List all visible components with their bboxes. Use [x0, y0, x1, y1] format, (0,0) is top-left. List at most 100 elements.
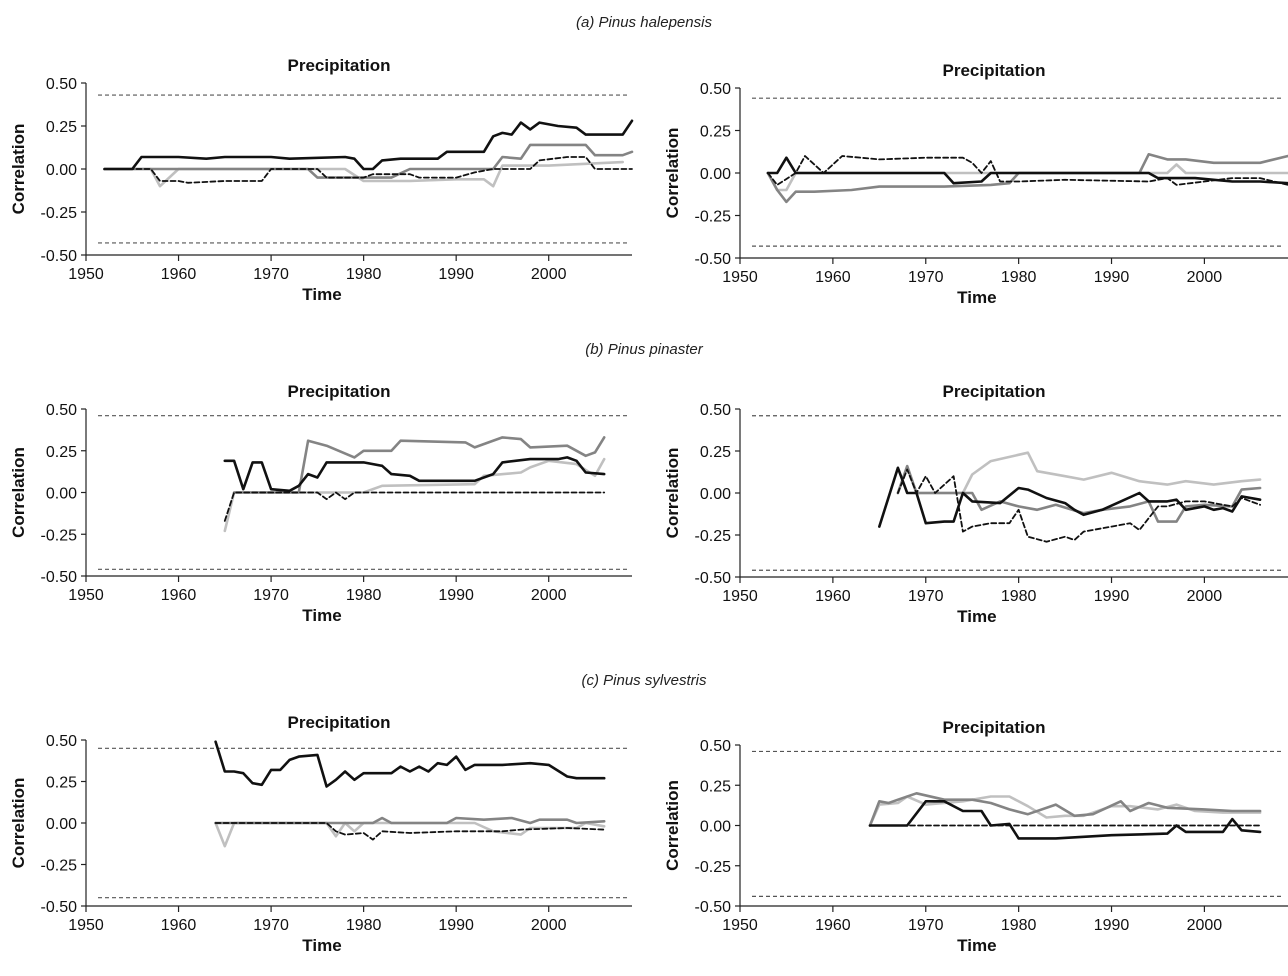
series-line-dark-gray	[214, 816, 606, 825]
series-line-dark-gray	[868, 792, 1262, 827]
x-tick-label: 1950	[722, 588, 758, 605]
y-tick-label: 0.25	[46, 119, 77, 136]
x-axis-label: Time	[302, 936, 341, 955]
series-line-dashed	[767, 155, 1288, 186]
x-tick-label: 1970	[908, 269, 944, 286]
x-tick-label: 2000	[1187, 588, 1223, 605]
x-tick-label: 1950	[68, 587, 104, 604]
x-tick-label: 2000	[531, 587, 567, 604]
series-line-light-gray	[766, 163, 1288, 192]
x-tick-label: 1950	[68, 917, 104, 934]
x-tick-label: 2000	[531, 266, 567, 283]
x-tick-label: 1990	[438, 587, 474, 604]
y-axis-label: Correlation	[9, 447, 28, 538]
chart-title: Precipitation	[288, 56, 391, 75]
x-tick-label: 1980	[1001, 269, 1037, 286]
y-tick-label: -0.25	[41, 527, 78, 544]
x-tick-label: 1970	[908, 588, 944, 605]
y-tick-label: -0.25	[41, 858, 78, 875]
y-tick-label: 0.25	[700, 444, 731, 461]
y-tick-label: 0.50	[700, 738, 731, 755]
x-tick-label: 1960	[815, 588, 851, 605]
x-tick-label: 1980	[1001, 917, 1037, 934]
series-line-black	[223, 456, 606, 493]
x-tick-label: 1990	[438, 917, 474, 934]
section-title-a: (a) Pinus halepensis	[576, 14, 712, 31]
y-tick-label: 0.00	[46, 816, 77, 833]
y-tick-label: 0.25	[700, 124, 731, 141]
x-tick-label: 1980	[346, 266, 382, 283]
series-line-light-gray	[103, 160, 625, 188]
x-tick-label: 1980	[346, 587, 382, 604]
x-tick-label: 1960	[161, 266, 197, 283]
chart-title: Precipitation	[288, 382, 391, 401]
x-axis-label: Time	[302, 606, 341, 625]
x-tick-label: 1960	[161, 917, 197, 934]
x-tick-label: 1990	[438, 266, 474, 283]
series-line-black	[878, 466, 1262, 528]
x-axis-label: Time	[302, 285, 341, 304]
series-line-dark-gray	[766, 153, 1288, 204]
y-tick-label: -0.50	[41, 248, 78, 265]
x-tick-label: 1950	[68, 266, 104, 283]
y-axis-label: Correlation	[9, 124, 28, 215]
y-tick-label: -0.50	[695, 570, 732, 587]
x-tick-label: 1970	[253, 587, 289, 604]
y-tick-label: 0.50	[700, 402, 731, 419]
x-tick-label: 1970	[908, 917, 944, 934]
series-line-light-gray	[223, 457, 606, 533]
y-axis-label: Correlation	[663, 448, 682, 539]
y-tick-label: -0.50	[41, 899, 78, 916]
x-tick-label: 1970	[253, 266, 289, 283]
y-axis-label: Correlation	[663, 128, 682, 219]
y-tick-label: 0.50	[46, 76, 77, 93]
x-tick-label: 1960	[815, 917, 851, 934]
y-tick-label: -0.25	[41, 205, 78, 222]
series-line-black	[868, 800, 1262, 840]
y-tick-label: 0.00	[700, 486, 731, 503]
series-line-light-gray	[896, 451, 1262, 495]
x-axis-label: Time	[957, 288, 996, 307]
section-title-c: (c) Pinus sylvestris	[581, 672, 707, 689]
series-line-light-gray	[214, 821, 606, 848]
series-line-black	[214, 740, 606, 788]
x-tick-label: 2000	[1187, 269, 1223, 286]
series-line-dashed	[223, 491, 606, 522]
y-tick-label: -0.25	[695, 209, 732, 226]
chart-title: Precipitation	[288, 713, 391, 732]
x-tick-label: 2000	[531, 917, 567, 934]
series-line-black	[103, 119, 634, 171]
y-tick-label: 0.25	[46, 444, 77, 461]
x-tick-label: 2000	[1187, 917, 1223, 934]
y-tick-label: -0.50	[695, 251, 732, 268]
y-tick-label: 0.00	[46, 162, 77, 179]
section-title-b: (b) Pinus pinaster	[585, 341, 703, 358]
y-tick-label: -0.50	[41, 569, 78, 586]
y-axis-label: Correlation	[663, 780, 682, 871]
y-tick-label: 0.00	[700, 166, 731, 183]
x-tick-label: 1980	[346, 917, 382, 934]
y-tick-label: 0.50	[46, 402, 77, 419]
series-line-dashed	[214, 822, 606, 841]
y-axis-label: Correlation	[9, 778, 28, 869]
x-tick-label: 1950	[722, 917, 758, 934]
x-tick-label: 1950	[722, 269, 758, 286]
y-tick-label: -0.25	[695, 859, 732, 876]
y-tick-label: 0.25	[700, 778, 731, 795]
x-tick-label: 1960	[815, 269, 851, 286]
y-tick-label: 0.00	[46, 486, 77, 503]
y-tick-label: -0.50	[695, 899, 732, 916]
x-axis-label: Time	[957, 936, 996, 955]
y-tick-label: 0.00	[700, 819, 731, 836]
y-tick-label: 0.50	[46, 733, 77, 750]
x-tick-label: 1970	[253, 917, 289, 934]
series-line-dashed	[103, 156, 633, 184]
series-line-black	[766, 156, 1288, 185]
x-tick-label: 1990	[1094, 917, 1130, 934]
